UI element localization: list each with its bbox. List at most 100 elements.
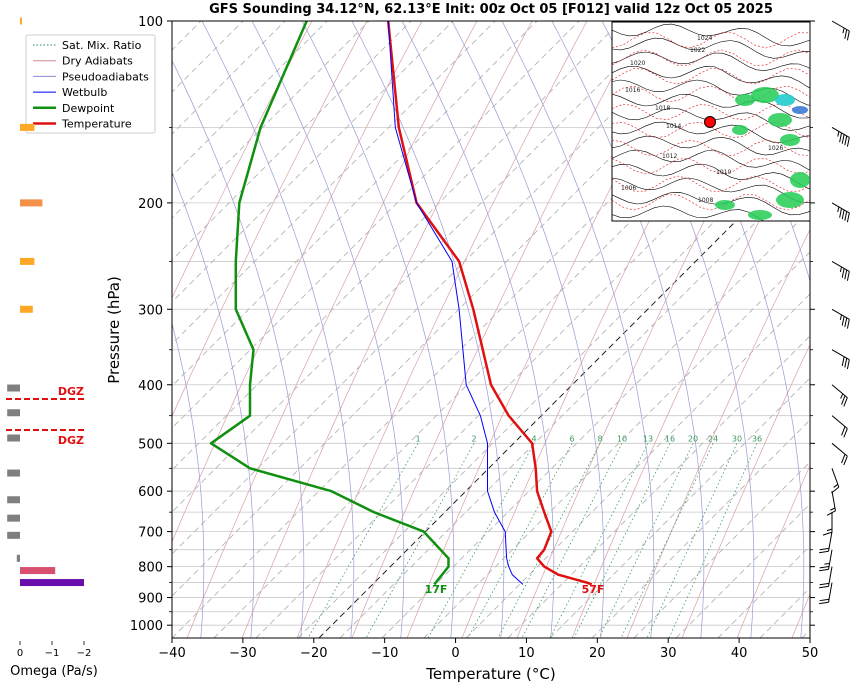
map-precip-area [751, 87, 779, 103]
map-thickness-contour [612, 194, 810, 211]
pseudoadiabat-line [172, 322, 205, 638]
dry-adiabat-line [351, 21, 643, 638]
background-guides: 1 2 4 6 8 10 13 16 20 24 30 36 [172, 21, 810, 638]
dry-adiabat-line [172, 21, 313, 299]
mixing-ratio-line [598, 443, 694, 638]
pseudoadiabat-line [172, 171, 255, 638]
isotherm-line [172, 21, 706, 555]
zero-isotherm-line [318, 146, 810, 638]
isotherm-line [255, 83, 810, 638]
isotherm-line [549, 377, 810, 638]
wind-barbs [819, 20, 850, 605]
map-isobar-contour [612, 177, 810, 204]
wind-barb-staff [828, 566, 833, 587]
wind-barb-flag [819, 547, 830, 551]
map-precip-area [768, 113, 792, 127]
wind-barb-flag [819, 585, 829, 589]
map-isobar-contour [612, 23, 810, 47]
wind-barb-staff [828, 549, 833, 570]
x-tick-label: −40 [158, 646, 185, 661]
map-contour-label: 1008 [698, 197, 713, 204]
omega-tick-label: −1 [45, 648, 60, 659]
mixing-ratio-label: 16 [665, 434, 675, 443]
mixing-ratio-line [365, 443, 475, 638]
map-isobar-contour [612, 163, 810, 190]
chart-title: GFS Sounding 34.12°N, 62.13°E Init: 00z … [209, 2, 773, 17]
wind-barb-flag [819, 582, 830, 586]
wind-barb-flag [819, 598, 830, 602]
wind-barb [831, 20, 850, 41]
map-precip-area [780, 134, 800, 146]
isotherm-line [507, 335, 810, 638]
wind-barb-flag [844, 269, 848, 280]
profile-series [209, 21, 593, 586]
y-tick-label: 1000 [130, 619, 163, 634]
map-contour-label: 1018 [655, 105, 670, 112]
wind-barb-halfflag [824, 563, 830, 565]
omega-bar [20, 305, 33, 313]
map-thickness-contour [612, 139, 810, 156]
wind-barb-staff [828, 582, 833, 603]
omega-tick-label: 0 [17, 648, 23, 659]
map-thickness-contour [612, 68, 810, 85]
mixing-ratio-line [521, 443, 623, 638]
wind-barb-flag [846, 137, 850, 147]
wind-barb-flag [844, 358, 848, 368]
omega-bar [7, 384, 20, 392]
pseudoadiabat-line [351, 21, 505, 638]
pseudoadiabat-line [451, 21, 605, 638]
x-tick-label: 50 [802, 646, 819, 661]
wind-barb [819, 549, 833, 572]
dry-adiabat-line [241, 21, 533, 638]
wind-barb-flag [846, 319, 850, 329]
mixing-ratio-line [467, 443, 573, 638]
map-contour-label: 1024 [697, 35, 712, 42]
location-marker [704, 116, 716, 128]
series-wetbulb-line [387, 21, 524, 585]
legend: Sat. Mix. Ratio Dry Adiabats Pseudoadiabat… [25, 34, 156, 134]
wind-barb-flag [846, 212, 850, 223]
wind-barb [831, 261, 850, 281]
wind-barb-staff [828, 531, 833, 552]
y-axis-label: Pressure (hPa) [105, 276, 123, 384]
omega-bar [7, 514, 20, 522]
isotherm-line [297, 125, 810, 638]
map-isobar-contour [612, 79, 810, 106]
omega-bar [7, 434, 20, 442]
x-axis-label: Temperature (°C) [425, 665, 555, 683]
wind-barb-flag [846, 30, 850, 41]
map-thickness-contour [612, 158, 810, 175]
wind-barb-flag [819, 550, 829, 554]
isotherm-line [339, 167, 810, 638]
map-isobar-contour [612, 149, 810, 171]
wind-barb-flag [819, 568, 829, 572]
series-temperature-line [386, 21, 593, 586]
mixing-ratio-label: 2 [471, 434, 476, 443]
isotherm-line [465, 293, 810, 638]
x-tick-label: 10 [518, 646, 535, 661]
wind-barb-staff [831, 261, 850, 272]
x-tick-label: 30 [660, 646, 677, 661]
y-tick-label: 600 [138, 485, 163, 500]
wind-barb-flag [844, 317, 848, 328]
y-tick-label: 700 [138, 526, 163, 541]
dry-adiabat-line [626, 228, 810, 638]
isotherm-line [675, 503, 810, 638]
wind-barb-flag [819, 565, 830, 569]
map-isobar-contour [612, 37, 810, 59]
y-tick-label: 900 [138, 592, 163, 607]
wind-barb [826, 491, 836, 516]
map-isobar-contour [612, 65, 810, 89]
map-contour-label: 1014 [666, 123, 681, 130]
wind-barb-flag [839, 208, 843, 218]
legend-label: Pseudoadiabats [62, 70, 149, 83]
dry-adiabat-line [681, 343, 810, 638]
wind-barb-halfflag [840, 393, 844, 399]
isotherm-line [172, 21, 748, 597]
dgz-label: DGZ [58, 385, 84, 398]
map-contour-label: 1016 [625, 87, 640, 94]
x-tick-label: 0 [451, 646, 459, 661]
mixing-ratio-label: 36 [752, 434, 762, 443]
wind-barb-staff [831, 442, 848, 457]
omega-bar [20, 199, 43, 207]
